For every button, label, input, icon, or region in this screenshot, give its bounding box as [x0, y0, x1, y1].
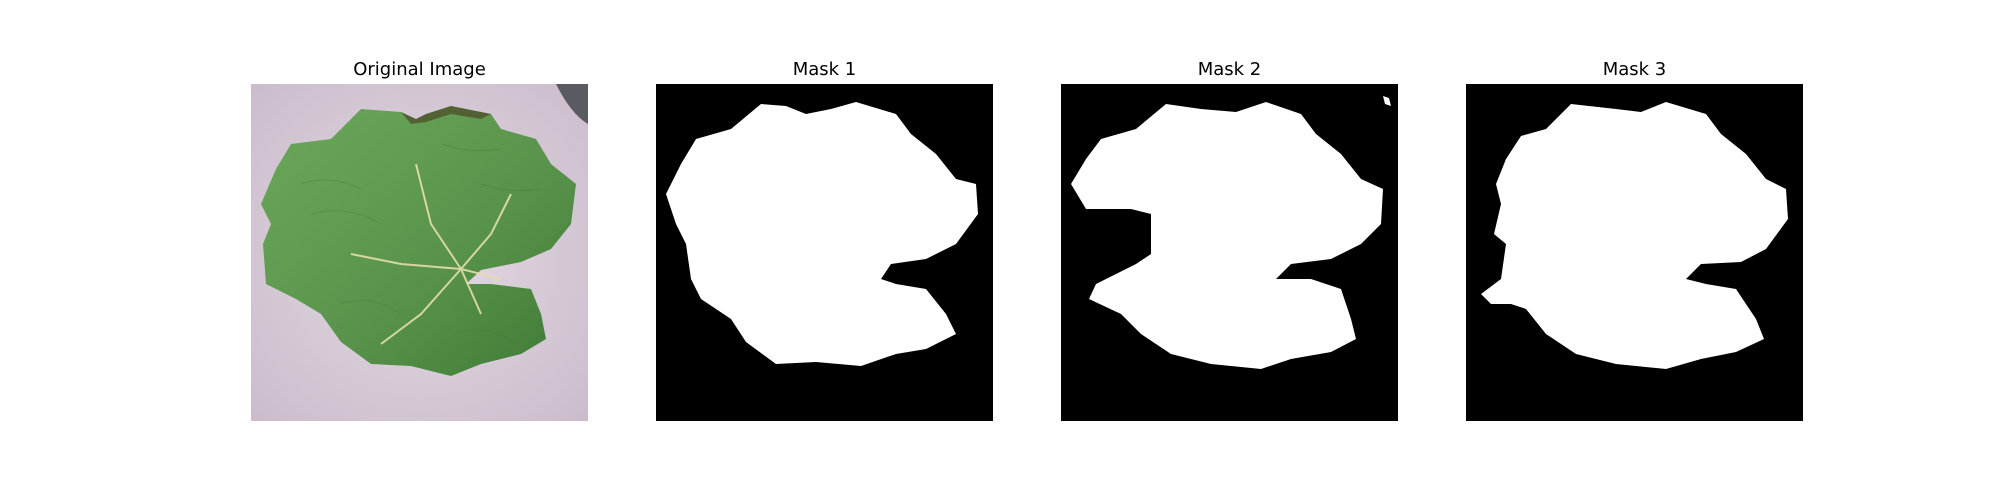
mask-region — [666, 102, 978, 366]
mask-region — [1071, 102, 1383, 369]
panel-original-image: Original Image — [251, 56, 588, 421]
leaf-photo — [251, 84, 588, 421]
panel-mask-3: Mask 3 — [1466, 56, 1803, 421]
mask-3-image — [1466, 84, 1803, 421]
mask-speck — [1383, 96, 1391, 106]
mask-speck — [1528, 187, 1533, 191]
mask-1-image — [656, 84, 993, 421]
leaf-edge-shadow — [401, 106, 491, 124]
panel-mask-1: Mask 1 — [656, 56, 993, 421]
leaf-texture — [300, 143, 542, 340]
mask-speck — [1666, 254, 1676, 257]
dark-corner — [556, 84, 588, 124]
mask-region — [1481, 102, 1788, 369]
panel-title: Original Image — [353, 59, 486, 80]
panel-mask-2: Mask 2 — [1061, 56, 1398, 421]
leaf-veins — [350, 163, 512, 345]
leaf — [261, 106, 576, 376]
mask-2-image — [1061, 84, 1398, 421]
panel-title: Mask 2 — [1197, 59, 1262, 80]
panel-title: Mask 1 — [792, 59, 857, 80]
panel-title: Mask 3 — [1602, 59, 1667, 80]
